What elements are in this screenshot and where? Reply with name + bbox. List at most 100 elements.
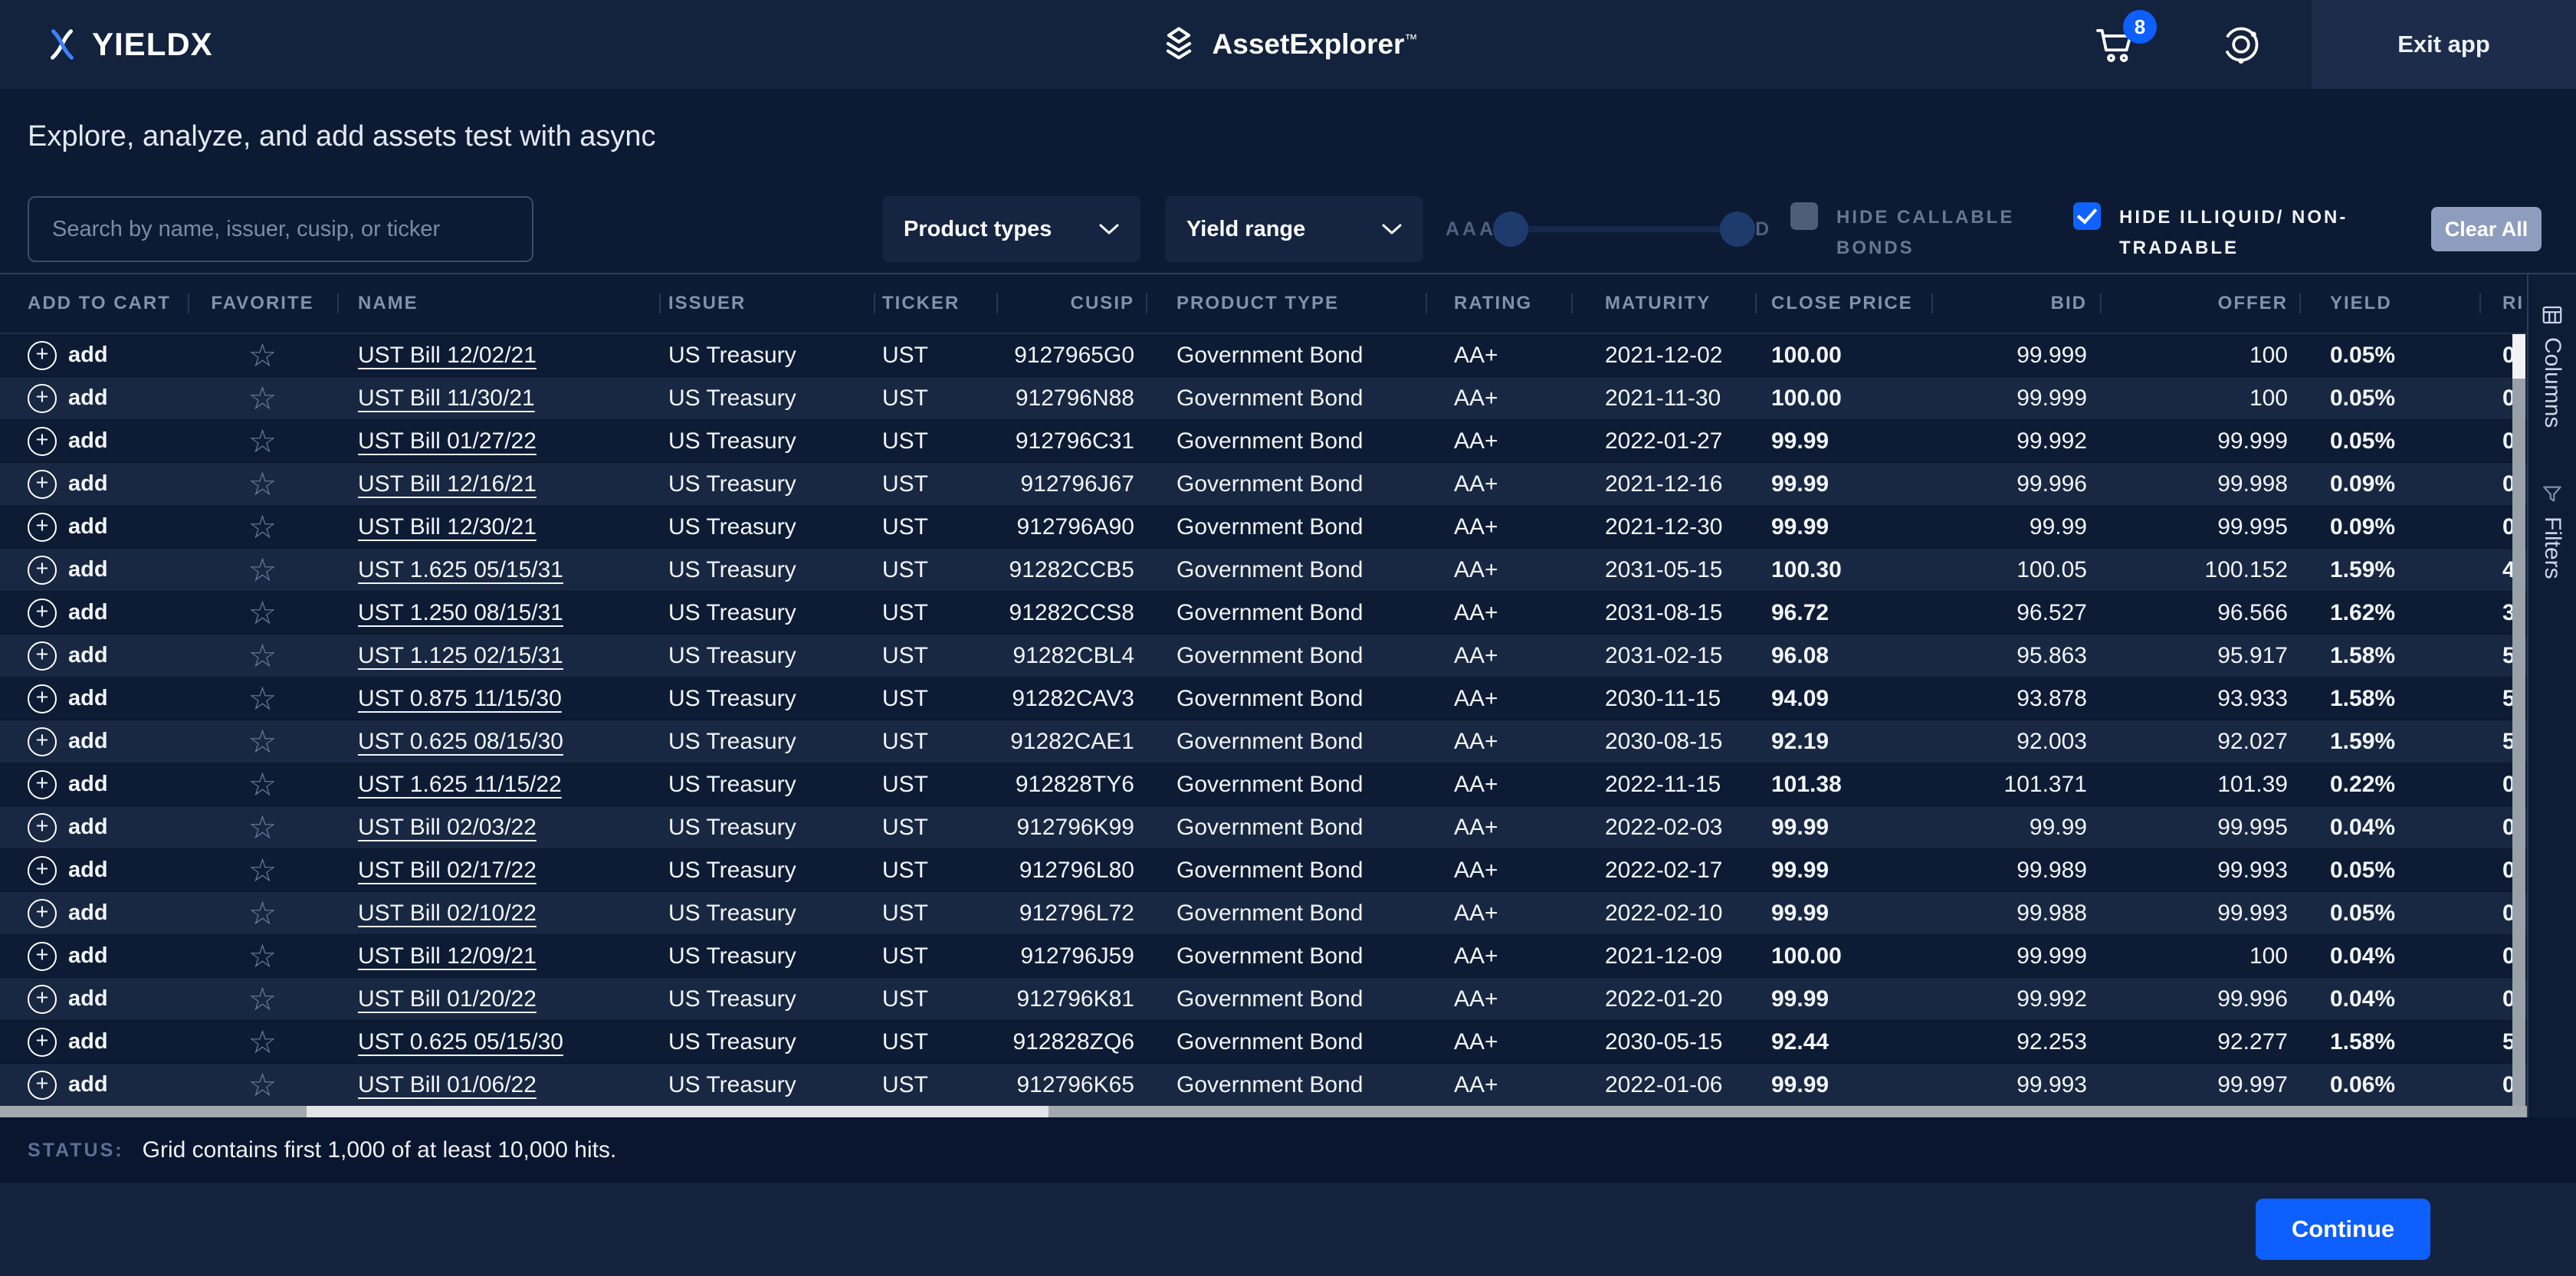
- favorite-star-icon[interactable]: ☆: [248, 508, 277, 545]
- name-cell: UST Bill 12/02/21: [337, 334, 659, 376]
- cusip-cell: 912828ZQ6: [1012, 1028, 1134, 1055]
- bid-cell: 99.989: [2016, 857, 2087, 883]
- column-header-yield[interactable]: YIELD: [2299, 274, 2479, 333]
- favorite-star-icon[interactable]: ☆: [248, 1066, 277, 1103]
- add-to-cart-button[interactable]: + add: [28, 1070, 108, 1100]
- asset-name-link[interactable]: UST Bill 11/30/21: [358, 385, 535, 411]
- orbit-icon: [2223, 27, 2259, 64]
- hide-illiquid-checkbox[interactable]: HIDE ILLIQUID/ NON-TRADABLE: [2073, 202, 2395, 263]
- asset-name-link[interactable]: UST Bill 12/16/21: [358, 471, 537, 497]
- favorite-star-icon[interactable]: ☆: [248, 637, 277, 674]
- favorite-star-icon[interactable]: ☆: [248, 851, 277, 888]
- checkbox-checked-icon[interactable]: [2073, 202, 2101, 230]
- asset-name-link[interactable]: UST Bill 02/17/22: [358, 857, 537, 883]
- horizontal-scrollbar-thumb[interactable]: [307, 1106, 1048, 1117]
- favorite-star-icon[interactable]: ☆: [248, 1023, 277, 1060]
- search-input[interactable]: [28, 196, 533, 262]
- column-header-product-type[interactable]: PRODUCT TYPE: [1146, 274, 1426, 333]
- continue-button[interactable]: Continue: [2256, 1199, 2430, 1260]
- favorite-star-icon[interactable]: ☆: [248, 465, 277, 502]
- column-header-maturity[interactable]: MATURITY: [1571, 274, 1755, 333]
- column-header-cusip[interactable]: CUSIP: [996, 274, 1146, 333]
- favorite-star-icon[interactable]: ☆: [248, 894, 277, 931]
- column-header-rating[interactable]: RATING: [1426, 274, 1571, 333]
- asset-name-link[interactable]: UST Bill 01/27/22: [358, 428, 537, 454]
- add-to-cart-button[interactable]: + add: [28, 512, 108, 542]
- asset-name-link[interactable]: UST Bill 02/10/22: [358, 900, 537, 926]
- column-header-name[interactable]: NAME: [337, 274, 659, 333]
- hide-callable-checkbox[interactable]: HIDE CALLABLE BONDS: [1790, 202, 2059, 263]
- asset-name-link[interactable]: UST Bill 02/03/22: [358, 814, 537, 840]
- add-to-cart-button[interactable]: + add: [28, 641, 108, 671]
- table-row: + add ☆ UST Bill 12/02/21 US Treasury UST 9127…: [0, 334, 2527, 377]
- asset-name-link[interactable]: UST 1.125 02/15/31: [358, 642, 563, 668]
- add-to-cart-cell: + add: [0, 635, 188, 677]
- add-to-cart-button[interactable]: + add: [28, 727, 108, 756]
- asset-name-link[interactable]: UST 1.250 08/15/31: [358, 599, 563, 625]
- add-to-cart-button[interactable]: + add: [28, 469, 108, 499]
- favorite-star-icon[interactable]: ☆: [248, 422, 277, 459]
- orbit-button[interactable]: [2220, 23, 2263, 66]
- add-to-cart-button[interactable]: + add: [28, 598, 108, 628]
- column-header-ri[interactable]: RI: [2479, 274, 2527, 333]
- favorite-star-icon[interactable]: ☆: [248, 937, 277, 974]
- add-to-cart-cell: + add: [0, 677, 188, 720]
- favorite-star-icon[interactable]: ☆: [248, 723, 277, 759]
- add-to-cart-button[interactable]: + add: [28, 898, 108, 928]
- add-to-cart-button[interactable]: + add: [28, 426, 108, 456]
- asset-name-link[interactable]: UST Bill 12/30/21: [358, 513, 537, 540]
- column-header-offer[interactable]: OFFER: [2100, 274, 2299, 333]
- column-header-close-price[interactable]: CLOSE PRICE: [1755, 274, 1931, 333]
- add-to-cart-button[interactable]: + add: [28, 340, 108, 370]
- add-to-cart-button[interactable]: + add: [28, 769, 108, 799]
- asset-name-link[interactable]: UST Bill 12/09/21: [358, 943, 537, 969]
- asset-name-link[interactable]: UST Bill 12/02/21: [358, 342, 537, 368]
- columns-panel-tab[interactable]: Columns: [2539, 303, 2565, 428]
- add-to-cart-button[interactable]: + add: [28, 1027, 108, 1057]
- favorite-star-icon[interactable]: ☆: [248, 809, 277, 845]
- favorite-star-icon[interactable]: ☆: [248, 379, 277, 416]
- horizontal-scrollbar[interactable]: [0, 1106, 2527, 1117]
- filters-panel-tab[interactable]: Filters: [2539, 483, 2565, 579]
- column-header-issuer[interactable]: ISSUER: [659, 274, 874, 333]
- column-header-bid[interactable]: BID: [1931, 274, 2100, 333]
- product-types-dropdown[interactable]: Product types: [882, 196, 1140, 262]
- vertical-scrollbar[interactable]: [2512, 334, 2525, 1106]
- asset-name-link[interactable]: UST 1.625 11/15/22: [358, 771, 562, 797]
- add-label: add: [68, 772, 108, 796]
- add-to-cart-button[interactable]: + add: [28, 555, 108, 585]
- asset-name-link[interactable]: UST 0.625 05/15/30: [358, 1028, 563, 1055]
- slider-handle-min[interactable]: [1493, 212, 1529, 247]
- checkbox-icon[interactable]: [1790, 202, 1818, 230]
- column-header-favorite[interactable]: FAVORITE: [188, 274, 337, 333]
- vertical-scrollbar-thumb[interactable]: [2512, 334, 2525, 379]
- favorite-star-icon[interactable]: ☆: [248, 980, 277, 1017]
- exit-app-button[interactable]: Exit app: [2312, 0, 2576, 89]
- column-header-ticker[interactable]: TICKER: [874, 274, 996, 333]
- add-to-cart-button[interactable]: + add: [28, 855, 108, 885]
- maturity-cell: 2030-11-15: [1605, 685, 1721, 711]
- favorite-star-icon[interactable]: ☆: [248, 336, 277, 373]
- clear-all-button[interactable]: Clear All: [2431, 207, 2542, 251]
- add-to-cart-button[interactable]: + add: [28, 812, 108, 842]
- cart-button[interactable]: 8: [2092, 10, 2157, 67]
- asset-name-link[interactable]: UST 0.875 11/15/30: [358, 685, 562, 711]
- add-to-cart-button[interactable]: + add: [28, 941, 108, 971]
- favorite-star-icon[interactable]: ☆: [248, 766, 277, 802]
- asset-name-link[interactable]: UST Bill 01/20/22: [358, 986, 537, 1012]
- slider-handle-max[interactable]: [1720, 212, 1756, 247]
- favorite-star-icon[interactable]: ☆: [248, 594, 277, 631]
- favorite-star-icon[interactable]: ☆: [248, 680, 277, 717]
- add-to-cart-button[interactable]: + add: [28, 684, 108, 713]
- bid-cell: 99.988: [2016, 900, 2087, 926]
- asset-name-link[interactable]: UST 1.625 05/15/31: [358, 556, 563, 582]
- add-label: add: [68, 729, 108, 753]
- add-to-cart-button[interactable]: + add: [28, 383, 108, 413]
- asset-name-link[interactable]: UST 0.625 08/15/30: [358, 728, 563, 754]
- favorite-star-icon[interactable]: ☆: [248, 551, 277, 588]
- add-to-cart-button[interactable]: + add: [28, 984, 108, 1014]
- issuer-cell: US Treasury: [668, 1028, 796, 1055]
- yield-range-dropdown[interactable]: Yield range: [1165, 196, 1423, 262]
- column-header-add-to-cart[interactable]: ADD TO CART: [28, 293, 171, 313]
- asset-name-link[interactable]: UST Bill 01/06/22: [358, 1071, 537, 1097]
